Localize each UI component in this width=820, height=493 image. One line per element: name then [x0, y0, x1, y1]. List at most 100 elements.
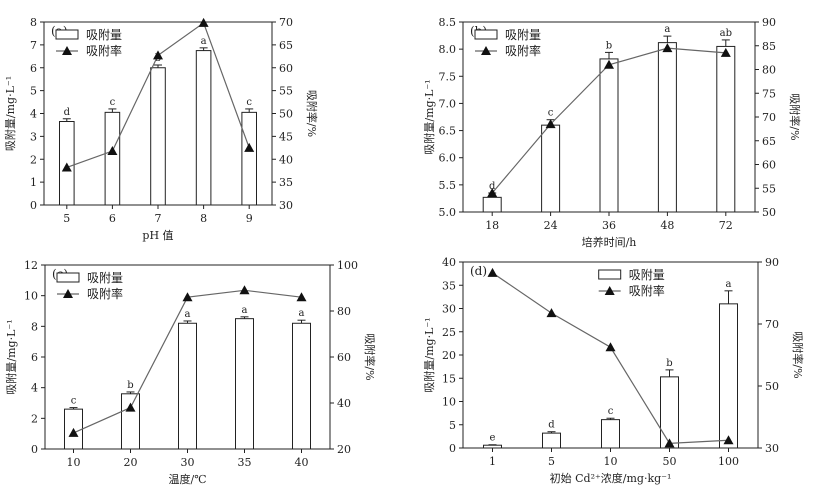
y-tick-label: 5 [449, 419, 456, 432]
significance-letter: a [242, 305, 248, 316]
triangle-marker [153, 50, 163, 60]
legend-line-label: 吸附率 [87, 286, 123, 301]
significance-letter: c [110, 97, 116, 108]
y-tick-label: 8 [31, 320, 38, 333]
significance-letter: a [726, 279, 732, 290]
bar [178, 322, 197, 450]
x-axis-label: 初始 Cd²⁺浓度/mg·kg⁻¹ [550, 471, 672, 485]
significance-letter: a [664, 24, 670, 35]
y2-tick-label: 90 [765, 256, 779, 269]
triangle-marker [198, 17, 209, 27]
triangle-marker [662, 43, 673, 53]
legend-line-label: 吸附率 [86, 43, 122, 58]
y2-tick-label: 40 [279, 153, 293, 166]
y-tick-label: 0 [30, 199, 37, 212]
triangle-marker [664, 438, 675, 448]
y-tick-label: 6.0 [439, 152, 457, 165]
y-tick-label: 1 [30, 176, 37, 189]
legend-line-label: 吸附率 [629, 283, 665, 298]
y2-tick-label: 50 [279, 108, 293, 121]
bar [121, 393, 140, 450]
x-tick-label: 5 [548, 455, 555, 468]
y2-tick-label: 70 [765, 318, 779, 331]
legend-triangle [481, 46, 491, 55]
x-axis-label: 培养时间/h [582, 235, 637, 249]
y2-tick-label: 60 [337, 351, 351, 364]
y-tick-label: 35 [442, 279, 456, 292]
chart-panel-a: 01234567830354045505560657056789dcbac(a)… [3, 16, 319, 242]
y-tick-label: 6 [31, 351, 38, 364]
y-tick-label: 4 [30, 108, 37, 121]
triangle-marker [723, 435, 734, 445]
x-tick-label: 8 [200, 212, 207, 225]
x-tick-label: 35 [238, 456, 252, 469]
y2-tick-label: 70 [279, 16, 293, 29]
y2-tick-label: 30 [279, 199, 293, 212]
y2-tick-label: 90 [762, 16, 776, 29]
x-axis-label: pH 值 [142, 229, 173, 242]
y-tick-label: 8.5 [439, 16, 457, 29]
y-tick-label: 6 [30, 62, 37, 75]
x-tick-label: 10 [604, 455, 618, 468]
x-tick-label: 24 [544, 219, 558, 232]
y-tick-label: 8 [30, 16, 37, 29]
y-tick-label: 2 [30, 153, 37, 166]
y-tick-label: 40 [442, 256, 456, 269]
y2-tick-label: 100 [337, 259, 358, 272]
y-tick-label: 30 [442, 303, 456, 316]
triangle-marker [107, 146, 118, 156]
y-tick-label: 7.5 [439, 70, 457, 83]
y2-tick-label: 60 [762, 159, 776, 172]
x-tick-label: 7 [155, 212, 162, 225]
significance-letter: c [548, 108, 554, 119]
bar [716, 45, 736, 213]
bar [482, 196, 502, 213]
significance-letter: c [246, 97, 252, 108]
significance-letter: ab [720, 28, 732, 39]
x-tick-label: 5 [63, 212, 70, 225]
bar [150, 67, 166, 206]
y-tick-label: 5 [30, 85, 37, 98]
legend-triangle [63, 289, 73, 298]
triangle-marker [720, 47, 731, 57]
legend-bar-label: 吸附量 [505, 28, 541, 42]
y2-tick-label: 65 [279, 39, 293, 52]
y-tick-label: 25 [442, 326, 456, 339]
bar [719, 303, 738, 449]
y-axis-label: 吸附量/mg·L⁻¹ [4, 319, 18, 394]
bar [235, 318, 254, 450]
x-tick-label: 48 [660, 219, 674, 232]
significance-letter: a [299, 308, 305, 319]
y2-axis-label: 吸附率/% [363, 333, 377, 380]
significance-letter: d [489, 181, 496, 192]
triangle-marker [605, 342, 616, 352]
triangle-marker [296, 292, 307, 302]
y2-tick-label: 85 [762, 40, 776, 53]
significance-letter: d [64, 107, 71, 118]
bar [660, 376, 679, 449]
y2-tick-label: 80 [762, 64, 776, 77]
bar [104, 111, 121, 206]
x-tick-label: 10 [67, 456, 81, 469]
y2-axis-label: 吸附率/% [305, 90, 319, 137]
legend-line-label: 吸附率 [505, 43, 541, 58]
bar [483, 444, 502, 449]
legend-bar-label: 吸附量 [86, 28, 122, 42]
chart-panel-c: 024681012204060801001020303540cbaaa(c)吸附… [4, 259, 377, 486]
significance-letter: b [606, 40, 612, 51]
y-tick-label: 7.0 [439, 97, 457, 110]
significance-letter: a [185, 309, 191, 320]
bar [601, 419, 620, 449]
y-tick-label: 4 [31, 382, 38, 395]
bar [195, 50, 212, 206]
x-tick-label: 30 [181, 456, 195, 469]
x-tick-label: 1 [489, 455, 496, 468]
x-tick-label: 6 [109, 212, 116, 225]
bar [292, 322, 311, 450]
legend-bar-swatch [55, 29, 79, 40]
y-axis-label: 吸附量/mg·L⁻¹ [422, 79, 436, 154]
y2-tick-label: 20 [337, 443, 351, 456]
y-tick-label: 5.0 [439, 206, 457, 219]
